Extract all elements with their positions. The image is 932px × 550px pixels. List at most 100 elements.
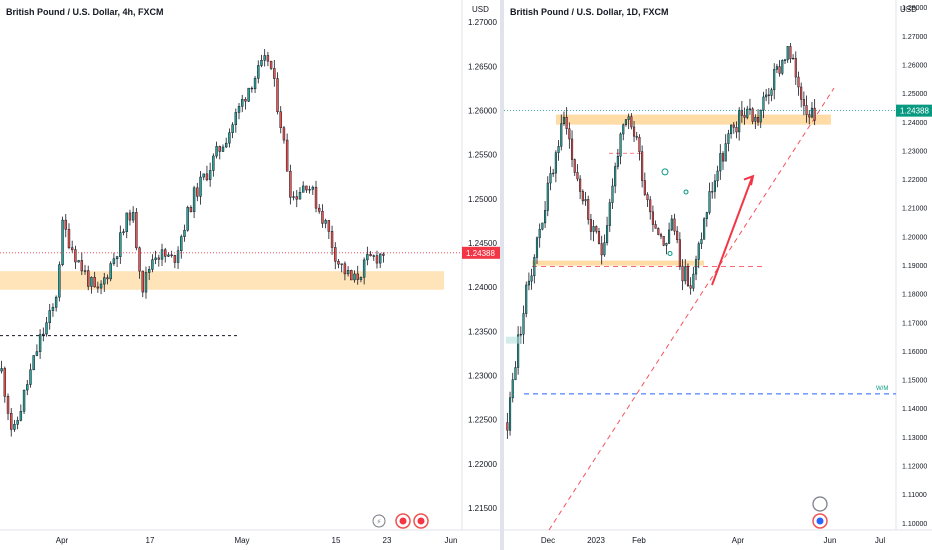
chart-4h-candle [157,257,161,260]
chart-1d-candle [686,266,690,286]
chart-1d-candle [786,46,789,61]
chart-4h-candle [295,196,298,200]
x-tick-label: 15 [332,536,341,545]
marker-box [506,336,522,344]
chart-1d-candle [808,114,811,118]
chart-1d-candle [576,172,579,180]
chart-4h-candle [318,207,321,212]
y-tick-label: 1.12000 [902,464,927,471]
y-tick-label: 1.27000 [902,34,927,41]
uptrend-arrow-line [711,177,753,286]
chart-4h-candle [321,210,324,224]
last-price-badge [896,104,932,117]
chart-4h-candle [208,170,212,180]
chart-4h-candle [90,276,93,287]
x-tick-label: 23 [383,536,392,545]
chart-1d-candle [506,422,509,431]
chart-1d-candle [541,222,544,230]
chart-4h-candle [115,256,119,260]
chart-4h-candle [244,99,247,102]
x-tick-label: Apr [732,536,745,545]
chart-1d-candle [573,159,576,173]
chart-1d-candle [765,94,768,98]
chart-4h-candle [141,270,144,293]
chart-4h-candle [324,220,327,224]
chart-1d-candle [800,86,803,100]
chart-1d-candle [570,138,574,160]
chart-4h-candle [305,185,308,191]
y-tick-label: 1.24000 [468,283,497,292]
chart-4h-candle [212,155,215,171]
uk-flag-icon-inner [399,517,407,525]
chart-1d-candle [748,108,752,110]
chart-4h-candle [314,186,318,209]
chart-4h-candle [167,254,170,257]
chart-4h-candle [122,231,125,233]
chart-4h-candle [189,207,193,212]
chart-1d-candle [727,133,730,144]
y-tick-label: 1.24500 [468,239,497,248]
chart-4h-candle [334,247,337,262]
x-tick-label: Jul [875,536,885,545]
chart-1d-candle [619,133,622,157]
chart-1d-candle [783,59,787,61]
chart-1d-candle [587,199,590,220]
chart-1d-candle [603,242,606,256]
chart-4h-candle [269,60,273,69]
chart-4h-candle [282,127,286,141]
chart-1d-candle [530,275,533,282]
chart-1d-candle [746,108,749,118]
chart-4h-candle [112,258,116,264]
lightning-icon [372,514,386,528]
chart-4h-candle [359,277,363,280]
x-tick-label: 2023 [587,536,605,545]
chart-1d-candle [549,173,552,184]
chart-1d-canvas[interactable]: W/M 1.24388 1.28000 1.27000 1.26000 1.25000 1.… [504,0,932,550]
chart-1d-candle [562,116,566,124]
chart-4h-candle [48,310,51,323]
chart-4h-panel[interactable]: 1.24388 1.27000 1.26500 1.26000 1.25500 1.250… [0,0,500,550]
chart-4h-candle [199,176,202,197]
chart-1d-candle [810,107,814,118]
chart-4h-candle [369,254,372,257]
y-tick-label: 1.13000 [902,435,927,442]
chart-4h-candle [260,59,263,66]
chart-1d-candle [792,57,795,60]
y-tick-label: 1.23000 [902,148,927,155]
chart-4h-candle [221,146,225,152]
chart-1d-candle [659,234,663,237]
chart-4h-candle [247,87,250,102]
chart-4h-candle [234,112,238,125]
chart-4h-candle [144,272,148,293]
chart-4h-candle [285,139,289,172]
chart-4h-canvas[interactable]: 1.24388 1.27000 1.26500 1.26000 1.25500 1.250… [0,0,500,550]
chart-1d-panel[interactable]: W/M 1.24388 1.28000 1.27000 1.26000 1.25000 1.… [504,0,932,550]
chart-4h-candle [308,189,311,191]
y-tick-label: 1.22500 [468,416,497,425]
chart-4h-candle [13,424,16,430]
chart-4h-candle [170,254,173,256]
chart-1d-candle [773,69,776,91]
chart-4h-candle [237,106,241,113]
chart-1d-candle [654,224,657,229]
marker-circle [661,168,669,176]
chart-1d-candle [730,124,733,134]
chart-4h-candle [192,187,196,212]
chart-1d-candle [738,109,741,133]
chart-1d-candle [552,172,555,175]
chart-4h-candle [228,132,231,144]
chart-4h-candle [138,247,141,272]
chart-1d-candle [630,116,633,128]
chart-1d-candle [517,334,520,368]
panel-divider[interactable] [500,0,504,550]
chart-4h-candle [366,254,369,261]
chart-4h-candle [205,173,209,180]
chart-4h-candle [263,55,266,61]
chart-1d-candle [703,218,706,240]
chart-1d-candle [560,123,563,147]
chart-4h-candle [109,263,112,280]
chart-1d-candle [649,199,652,213]
chart-4h-candle [45,322,48,335]
y-tick-label: 1.11000 [902,492,927,499]
chart-4h-candle [35,351,39,356]
